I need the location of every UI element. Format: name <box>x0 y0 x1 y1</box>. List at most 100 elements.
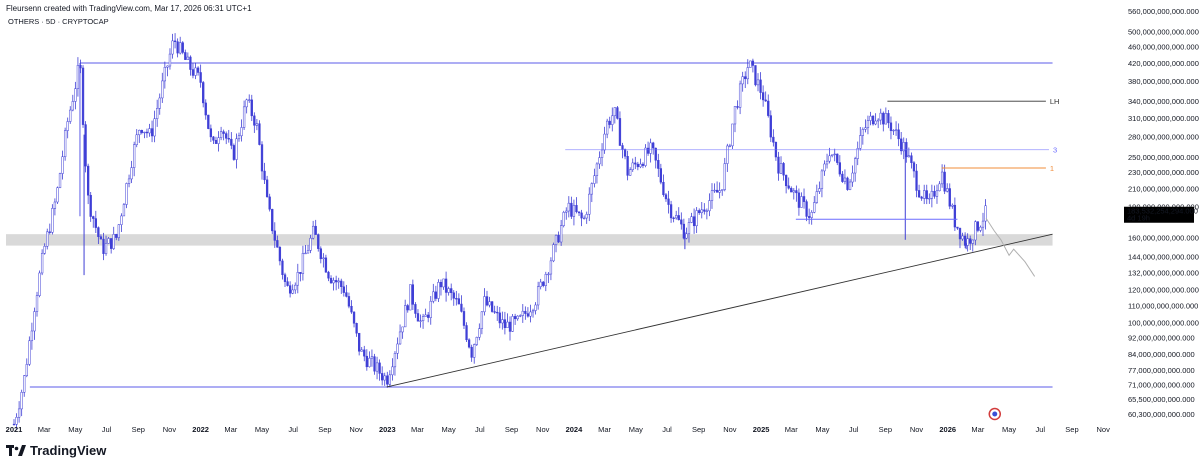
candle-body <box>871 115 875 125</box>
y-tick-label-17: 100,000,000,000.000 <box>1128 319 1199 328</box>
candle-body <box>838 162 841 175</box>
candle-body <box>358 332 361 352</box>
candle-body <box>404 305 407 328</box>
candle-body <box>795 190 798 194</box>
candle-body <box>721 189 724 191</box>
candle-body <box>792 190 795 193</box>
candle-body <box>184 52 187 60</box>
candle-body <box>488 301 491 306</box>
candle-body <box>30 330 34 342</box>
candle-body <box>930 190 934 199</box>
candle-body <box>974 221 977 241</box>
candle-body <box>135 134 138 145</box>
candle-body <box>153 118 156 137</box>
candle-body <box>378 362 381 374</box>
candle-body <box>935 190 939 197</box>
x-tick-label-28: Sep <box>879 425 892 434</box>
candle-body <box>432 291 435 302</box>
candle-body <box>948 188 951 207</box>
candle-body <box>33 311 36 332</box>
x-tick-label-4: Sep <box>132 425 145 434</box>
candle-body <box>209 128 213 138</box>
candle-body <box>738 83 742 108</box>
candle-body <box>667 198 670 205</box>
candle-body <box>928 198 931 200</box>
y-tick-label-21: 71,000,000,000.000 <box>1128 380 1195 389</box>
x-tick-label-33: Jul <box>1035 425 1045 434</box>
candle-body <box>306 250 310 254</box>
candle-body <box>28 340 31 365</box>
candle-body <box>920 196 923 199</box>
candle-body <box>846 177 849 190</box>
candle-body <box>542 281 545 286</box>
x-tick-label-13: Mar <box>411 425 424 434</box>
candle-body <box>746 67 749 80</box>
x-tick-label-24: 2025 <box>753 425 770 434</box>
candle-body <box>570 202 573 217</box>
candle-body <box>526 313 530 317</box>
candle-body <box>48 231 51 233</box>
candle-body <box>598 157 601 165</box>
candle-body <box>864 127 867 130</box>
candle-body <box>125 183 128 205</box>
candle-countdown-label: 4d 19h <box>1127 214 1150 223</box>
candle-body <box>790 187 793 193</box>
candle-body <box>654 147 657 161</box>
x-tick-label-12: 2023 <box>379 425 396 434</box>
candle-body <box>831 154 834 157</box>
candle-body <box>240 127 243 137</box>
candle-body <box>690 216 693 223</box>
candle-body <box>565 210 568 213</box>
candle-body <box>148 128 151 134</box>
x-tick-label-7: Mar <box>224 425 237 434</box>
candle-body <box>559 225 563 243</box>
candle-body <box>493 311 496 313</box>
candle-body <box>291 289 294 294</box>
candle-body <box>424 314 427 317</box>
candle-body <box>685 233 688 239</box>
x-tick-label-16: Sep <box>505 425 518 434</box>
candle-body <box>833 153 836 156</box>
candle-body <box>585 214 588 219</box>
candle-body <box>15 416 18 425</box>
candle-body <box>969 238 972 244</box>
candle-body <box>915 170 918 191</box>
candle-body <box>352 311 356 324</box>
y-tick-label-20: 77,000,000,000.000 <box>1128 366 1195 375</box>
candle-body <box>386 375 389 385</box>
candle-body <box>324 257 328 273</box>
candle-body <box>286 281 289 286</box>
candle-body <box>120 215 123 225</box>
candle-body <box>677 215 680 221</box>
candle-body <box>823 163 826 172</box>
candle-body <box>981 220 985 228</box>
candle-body <box>317 234 320 249</box>
tradingview-logo-icon <box>6 445 26 456</box>
candle-body <box>894 129 898 131</box>
candle-body <box>133 144 136 168</box>
candle-body <box>480 311 484 329</box>
candle-body <box>562 212 565 226</box>
y-tick-label-8: 250,000,000,000.000 <box>1128 153 1199 162</box>
candle-body <box>736 106 739 108</box>
candle-body <box>953 204 957 228</box>
tradingview-brand[interactable]: TradingView <box>6 443 106 458</box>
candle-body <box>531 310 535 313</box>
candle-body <box>17 408 21 418</box>
candle-body <box>963 235 967 246</box>
candle-body <box>434 291 438 299</box>
candle-body <box>600 149 604 158</box>
candle-body <box>360 349 363 352</box>
y-tick-label-19: 84,000,000,000.000 <box>1128 350 1195 359</box>
candle-body <box>861 129 864 136</box>
candle-body <box>345 292 348 297</box>
candle-body <box>478 328 481 338</box>
candle-body <box>590 183 593 195</box>
x-tick-label-23: Nov <box>723 425 737 434</box>
candle-body <box>271 208 274 232</box>
annotation-label-2: 3 <box>1053 146 1057 155</box>
candle-body <box>212 136 215 141</box>
candle-body <box>473 344 476 358</box>
candle-body <box>465 325 468 341</box>
